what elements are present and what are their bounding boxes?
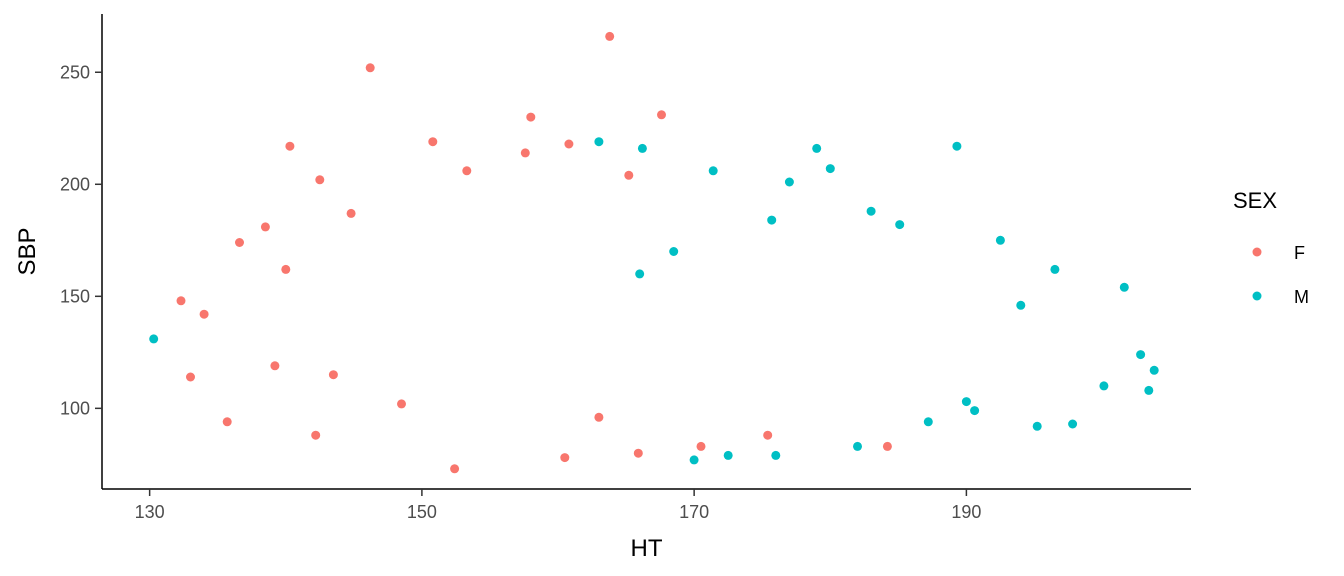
points-layer bbox=[149, 31, 1159, 474]
point-f-24 bbox=[763, 430, 773, 440]
point-m-19 bbox=[784, 177, 794, 187]
point-m-0 bbox=[149, 334, 159, 344]
legend: SEX F M bbox=[1233, 188, 1309, 307]
y-tick-label-100: 100 bbox=[60, 398, 90, 418]
point-m-25 bbox=[669, 247, 679, 256]
point-f-15 bbox=[462, 166, 472, 176]
point-m-8 bbox=[970, 406, 980, 416]
y-tick-label-200: 200 bbox=[60, 174, 90, 194]
point-m-20 bbox=[708, 166, 718, 176]
y-axis-title: SBP bbox=[14, 227, 41, 275]
point-f-26 bbox=[397, 399, 406, 409]
point-f-25 bbox=[882, 441, 892, 451]
point-f-12 bbox=[315, 175, 325, 185]
y-tick-label-150: 150 bbox=[60, 286, 90, 306]
point-m-4 bbox=[723, 450, 733, 460]
legend-label-f: F bbox=[1294, 243, 1305, 263]
x-tick-label-150: 150 bbox=[407, 502, 437, 522]
x-axis-title: HT bbox=[631, 535, 663, 562]
point-f-5 bbox=[176, 296, 186, 306]
point-f-13 bbox=[346, 208, 356, 218]
point-f-11 bbox=[281, 264, 291, 274]
point-m-2 bbox=[812, 143, 822, 153]
point-f-7 bbox=[222, 417, 232, 427]
x-ticks: 130 150 170 190 bbox=[135, 489, 981, 522]
point-f-1 bbox=[365, 63, 375, 73]
legend-key-m bbox=[1252, 291, 1262, 301]
point-f-21 bbox=[560, 453, 570, 463]
point-f-17 bbox=[564, 139, 574, 149]
point-m-7 bbox=[923, 417, 933, 427]
point-m-29 bbox=[961, 397, 971, 407]
x-tick-label-130: 130 bbox=[135, 502, 165, 522]
point-f-0 bbox=[605, 31, 615, 41]
point-f-16 bbox=[520, 148, 530, 158]
point-m-14 bbox=[1149, 365, 1159, 375]
point-f-10 bbox=[199, 309, 209, 319]
point-f-19 bbox=[594, 412, 604, 422]
point-f-27 bbox=[328, 370, 338, 380]
point-f-14 bbox=[428, 137, 438, 147]
point-f-8 bbox=[235, 238, 244, 247]
point-m-28 bbox=[1016, 300, 1026, 310]
point-m-10 bbox=[1068, 419, 1078, 429]
point-m-23 bbox=[895, 220, 905, 230]
point-f-6 bbox=[186, 372, 195, 382]
point-m-17 bbox=[995, 235, 1005, 245]
point-f-20 bbox=[450, 464, 460, 474]
legend-title: SEX bbox=[1233, 188, 1277, 213]
point-m-3 bbox=[689, 455, 699, 465]
point-m-26 bbox=[635, 269, 645, 279]
point-m-1 bbox=[952, 141, 962, 151]
point-m-24 bbox=[767, 215, 777, 225]
point-f-29 bbox=[311, 430, 321, 440]
point-m-12 bbox=[1119, 282, 1129, 292]
point-m-5 bbox=[771, 450, 781, 460]
legend-label-m: M bbox=[1294, 287, 1309, 307]
point-m-18 bbox=[866, 206, 876, 216]
point-f-23 bbox=[696, 441, 706, 451]
point-f-18 bbox=[624, 170, 634, 180]
point-m-9 bbox=[1032, 421, 1042, 431]
point-m-21 bbox=[637, 143, 647, 153]
point-f-22 bbox=[633, 448, 643, 458]
point-m-6 bbox=[853, 441, 862, 451]
point-f-3 bbox=[526, 112, 536, 122]
legend-key-f bbox=[1252, 247, 1262, 257]
point-m-11 bbox=[1099, 381, 1109, 391]
point-f-4 bbox=[285, 141, 295, 151]
point-m-13 bbox=[1136, 350, 1146, 360]
x-tick-label-170: 170 bbox=[679, 502, 709, 522]
y-tick-label-250: 250 bbox=[60, 62, 90, 82]
y-ticks: 100 150 200 250 bbox=[60, 62, 102, 418]
point-f-9 bbox=[260, 222, 270, 232]
point-m-27 bbox=[825, 164, 835, 174]
point-m-15 bbox=[1144, 385, 1154, 395]
point-m-16 bbox=[1050, 264, 1060, 274]
x-tick-label-190: 190 bbox=[951, 502, 981, 522]
point-f-2 bbox=[657, 110, 666, 120]
point-f-28 bbox=[270, 361, 280, 371]
point-m-22 bbox=[594, 137, 604, 147]
